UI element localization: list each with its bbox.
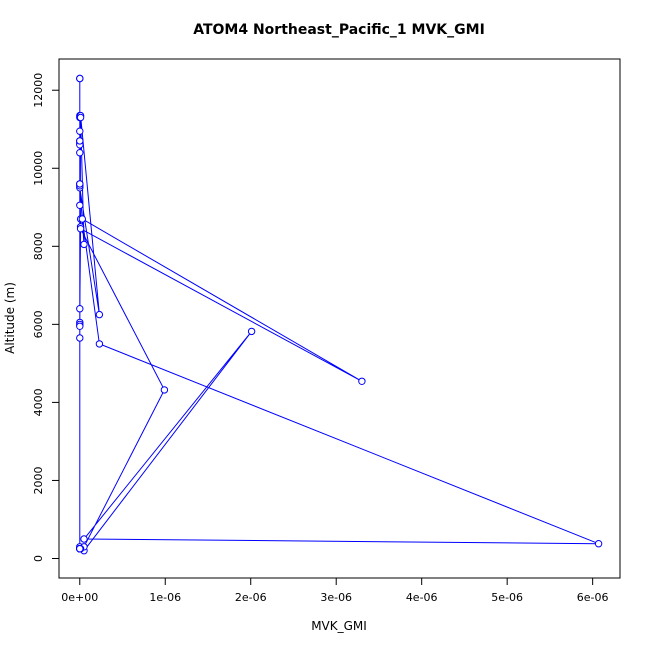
x-tick-label: 6e-06 (577, 591, 609, 604)
data-point (76, 201, 84, 210)
data-point (247, 327, 256, 336)
series-line (79, 78, 599, 552)
y-tick-label: 12000 (32, 73, 45, 108)
data-point (80, 535, 88, 543)
plot-frame (58, 58, 621, 579)
x-axis: 0e+00 1e-06 2e-06 3e-06 4e-06 5e-06 6e-06 (61, 577, 609, 604)
x-tick-label: 3e-06 (320, 591, 352, 604)
data-point (76, 149, 84, 157)
data-point (80, 240, 88, 249)
y-tick-label: 2000 (32, 466, 45, 494)
data-point (76, 322, 84, 330)
data-point (76, 137, 84, 145)
data-point (76, 127, 84, 135)
series-group (76, 74, 603, 555)
y-tick-label: 4000 (32, 388, 45, 416)
y-tick-label: 10000 (32, 151, 45, 186)
data-point (76, 545, 84, 553)
data-point (594, 540, 603, 548)
data-point (358, 377, 366, 385)
data-point (76, 180, 84, 188)
data-point (76, 334, 84, 342)
x-axis-label: MVK_GMI (311, 619, 367, 633)
data-point (95, 340, 104, 348)
x-tick-label: 4e-06 (406, 591, 438, 604)
y-axis: 0 2000 4000 6000 8000 10000 12000 (32, 73, 60, 562)
data-point (95, 310, 104, 319)
data-point (160, 386, 169, 394)
x-tick-label: 2e-06 (235, 591, 267, 604)
y-tick-label: 0 (32, 555, 45, 562)
y-tick-label: 8000 (32, 232, 45, 260)
x-tick-label: 1e-06 (149, 591, 181, 604)
data-point (76, 305, 84, 313)
y-tick-label: 6000 (32, 310, 45, 338)
data-point (76, 74, 84, 83)
data-point (76, 225, 85, 233)
chart-title: ATOM4 Northeast_Pacific_1 MVK_GMI (193, 22, 485, 38)
data-point (78, 215, 87, 223)
x-tick-label: 5e-06 (491, 591, 523, 604)
y-axis-label: Altitude (m) (3, 282, 17, 354)
data-point (76, 113, 85, 122)
x-tick-label: 0e+00 (61, 591, 98, 604)
